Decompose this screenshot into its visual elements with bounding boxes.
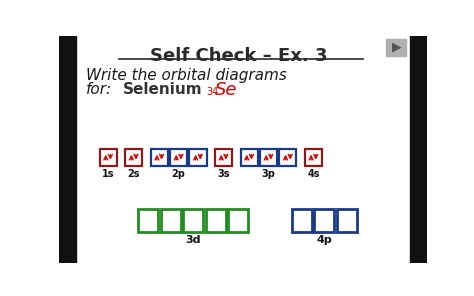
- Text: Self Check – Ex. 3: Self Check – Ex. 3: [150, 47, 328, 65]
- Text: 2p: 2p: [172, 169, 185, 179]
- Text: 4p: 4p: [317, 235, 332, 245]
- Text: ▶: ▶: [392, 41, 401, 54]
- Bar: [215, 149, 232, 166]
- Text: Write the orbital diagrams: Write the orbital diagrams: [86, 68, 286, 83]
- Text: 4s: 4s: [307, 169, 319, 179]
- Text: Se: Se: [215, 81, 237, 99]
- Bar: [410, 36, 427, 263]
- Bar: [228, 209, 248, 232]
- Bar: [337, 209, 357, 232]
- Bar: [386, 38, 406, 56]
- Bar: [161, 209, 181, 232]
- Text: 34: 34: [207, 87, 219, 97]
- Bar: [100, 149, 117, 166]
- Bar: [305, 149, 322, 166]
- Bar: [241, 149, 258, 166]
- Bar: [183, 209, 203, 232]
- Bar: [206, 209, 226, 232]
- Bar: [190, 149, 207, 166]
- Text: 3s: 3s: [217, 169, 230, 179]
- Bar: [151, 149, 168, 166]
- Bar: [292, 209, 312, 232]
- Text: 2s: 2s: [128, 169, 140, 179]
- Bar: [314, 209, 334, 232]
- Bar: [260, 149, 277, 166]
- Bar: [279, 149, 296, 166]
- Text: 3d: 3d: [186, 235, 201, 245]
- Bar: [59, 36, 76, 263]
- Bar: [170, 149, 187, 166]
- Bar: [138, 209, 158, 232]
- Text: for:: for:: [86, 82, 112, 97]
- Text: 1s: 1s: [102, 169, 114, 179]
- Text: Selenium: Selenium: [123, 82, 202, 97]
- Text: 3p: 3p: [262, 169, 275, 179]
- Bar: [125, 149, 142, 166]
